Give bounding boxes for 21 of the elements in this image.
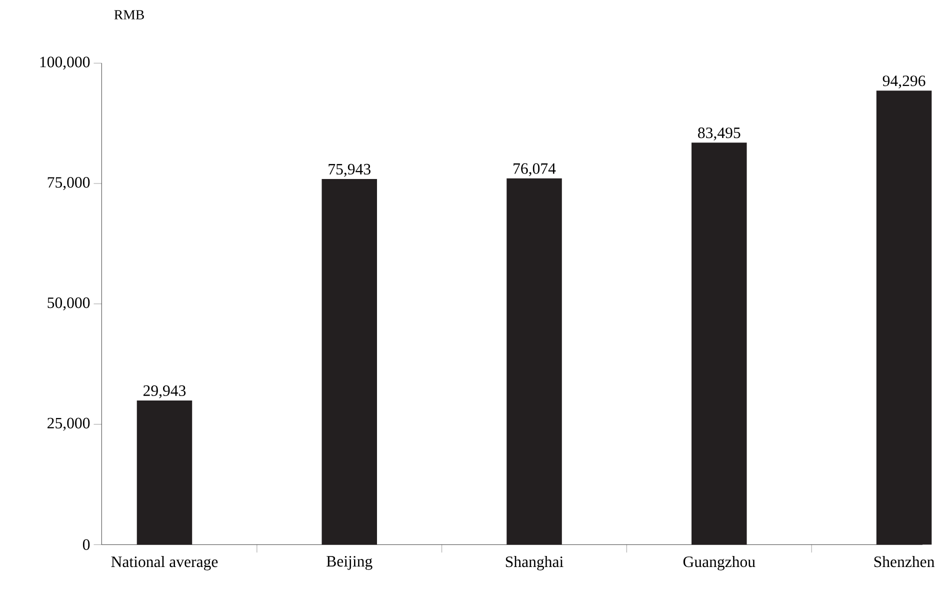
data-label: 83,495 xyxy=(698,128,740,140)
x-tick-label: Shanghai xyxy=(506,556,564,570)
bar xyxy=(506,178,562,545)
y-axis-title: RMB xyxy=(114,10,144,20)
y-tick-label: 25,000 xyxy=(48,418,90,431)
bar xyxy=(136,400,192,545)
data-label: 29,943 xyxy=(143,385,186,398)
bar xyxy=(322,178,378,545)
bar xyxy=(876,90,932,545)
x-tick-label: Guangzhou xyxy=(683,556,756,570)
y-tick-label: 100,000 xyxy=(40,56,90,70)
x-tick-label: Beijing xyxy=(326,556,372,570)
data-label: 94,296 xyxy=(882,76,926,88)
y-tick-label: 50,000 xyxy=(48,297,90,310)
y-tick-label: 0 xyxy=(82,539,90,550)
y-tick-label: 75,000 xyxy=(48,177,90,190)
bar xyxy=(692,142,747,545)
data-label: 76,074 xyxy=(514,163,556,176)
x-tick-label: Shenzhen xyxy=(874,556,934,568)
x-tick-label: National average xyxy=(111,556,218,570)
data-label: 75,943 xyxy=(328,164,370,177)
